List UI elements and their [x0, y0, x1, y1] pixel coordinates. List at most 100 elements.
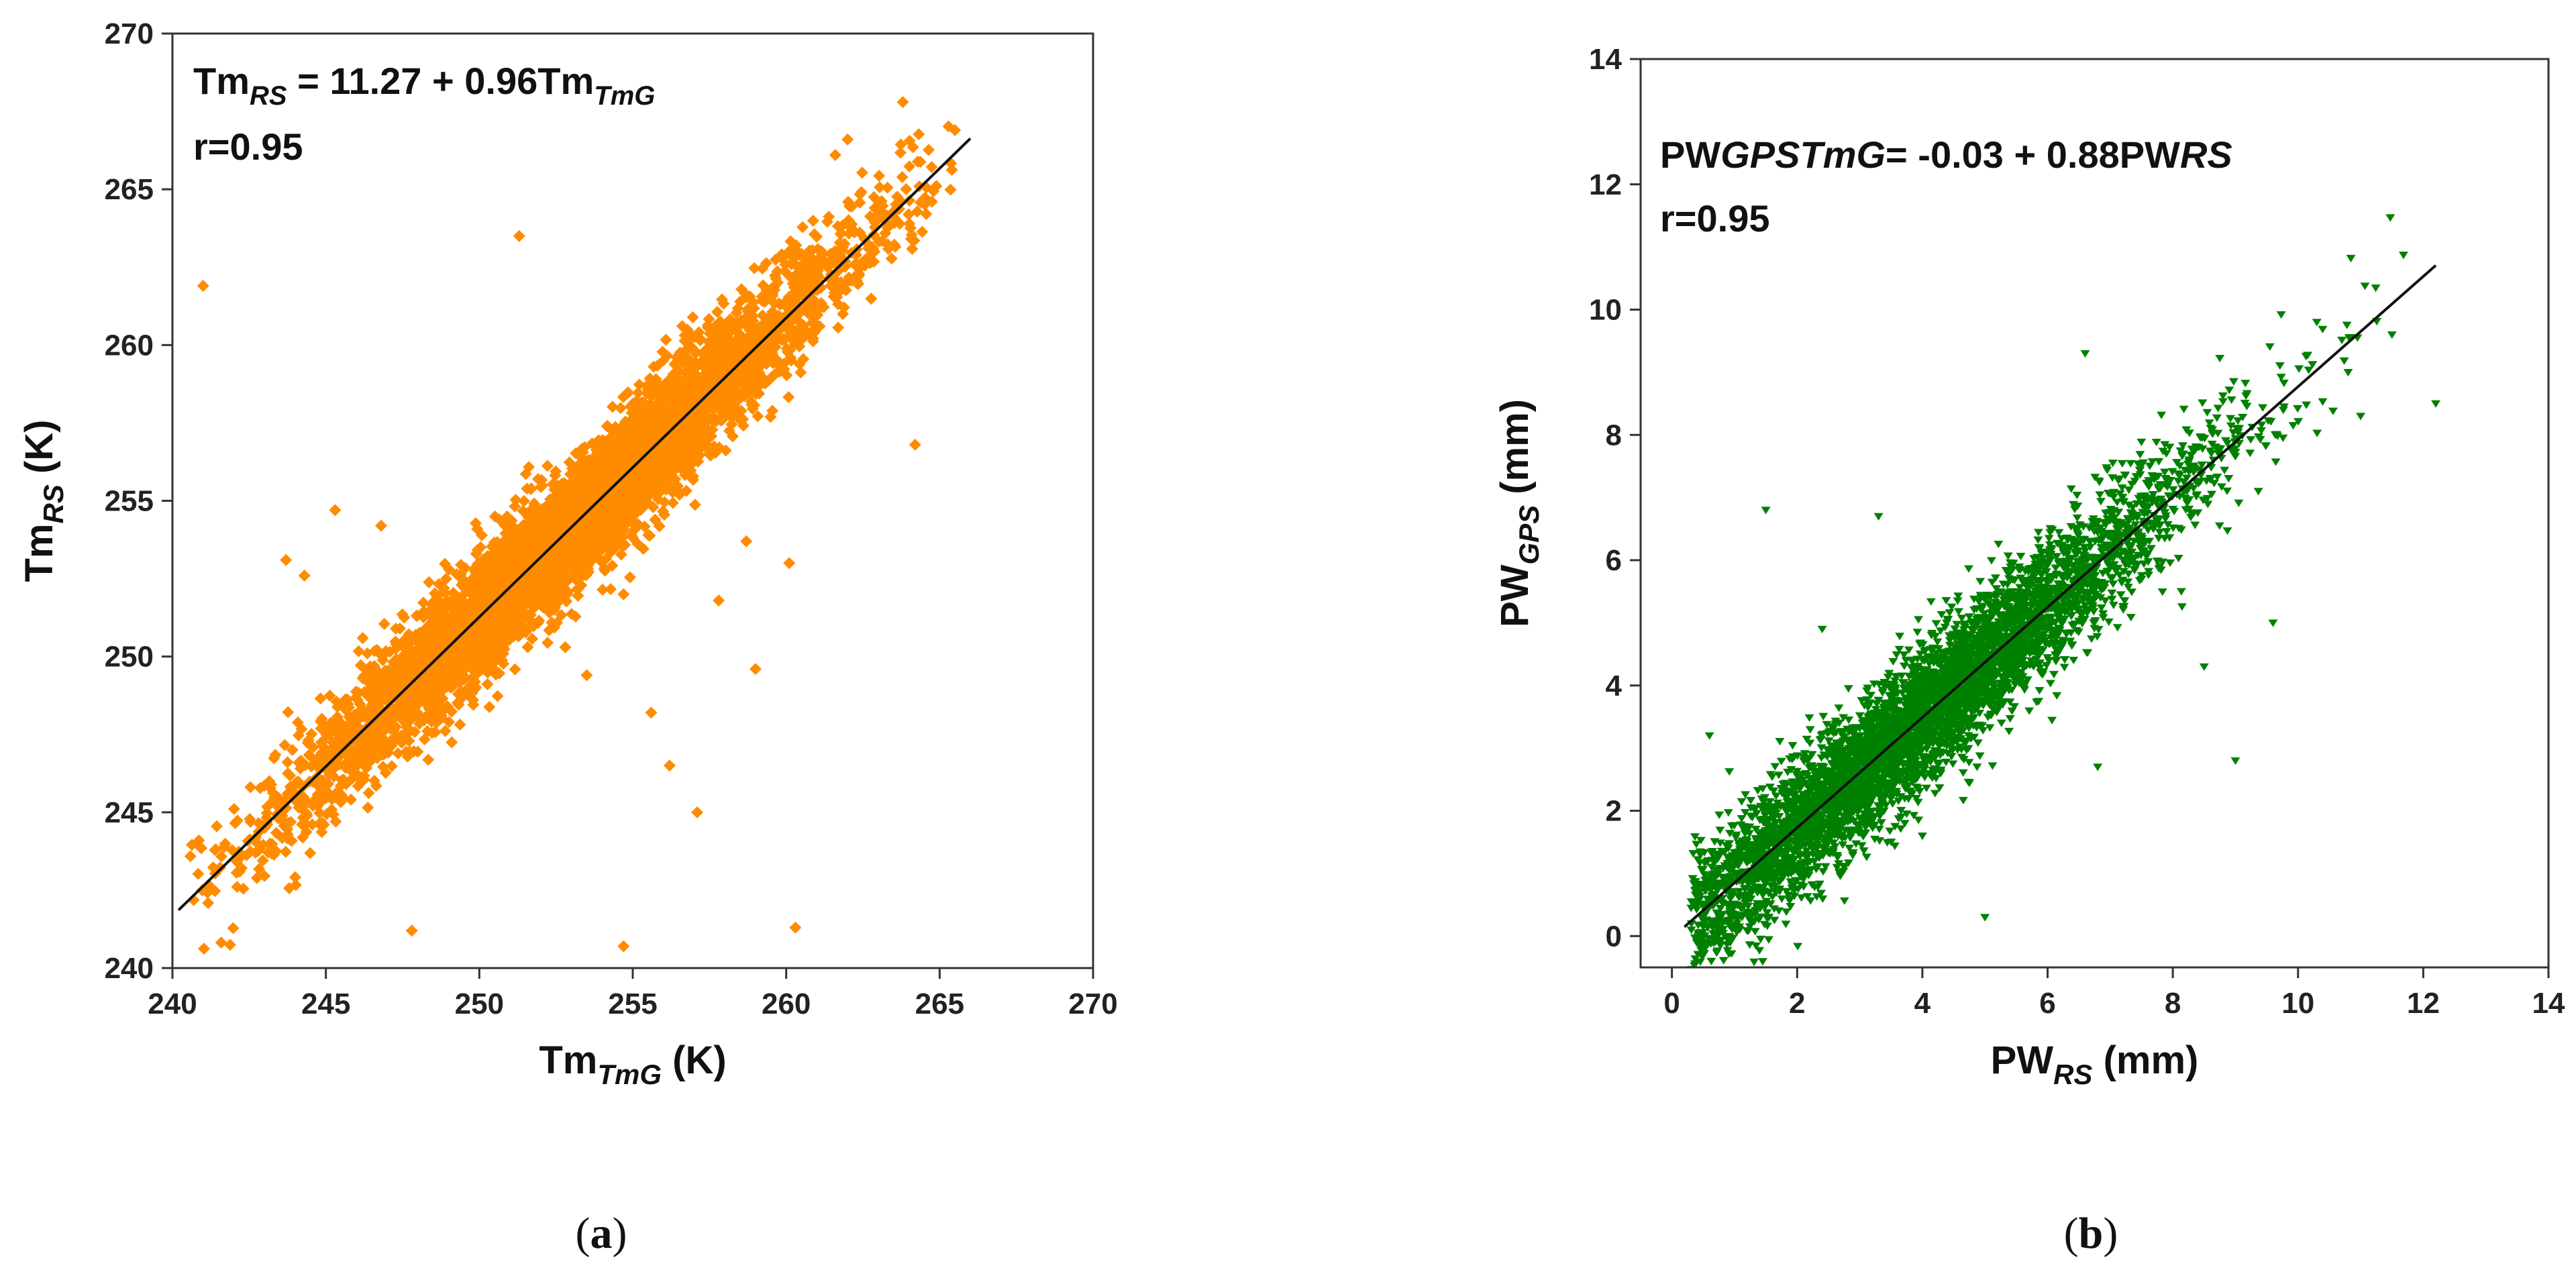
data-point	[256, 854, 269, 867]
data-point	[423, 576, 435, 588]
data-point	[281, 767, 294, 780]
data-point	[718, 360, 731, 373]
data-point	[769, 254, 782, 266]
data-point	[763, 320, 776, 333]
data-point	[289, 871, 301, 884]
data-point	[443, 563, 456, 576]
data-point	[807, 214, 819, 227]
data-point	[788, 252, 801, 264]
data-point	[692, 326, 705, 339]
data-point	[521, 641, 534, 653]
data-point	[748, 262, 761, 274]
data-point	[703, 400, 716, 413]
data-point	[428, 587, 441, 600]
data-point	[210, 820, 223, 833]
data-point	[323, 689, 336, 702]
data-point	[454, 685, 467, 698]
data-point	[631, 403, 643, 415]
data-point	[793, 340, 806, 353]
data-point	[715, 396, 728, 409]
data-point	[293, 801, 305, 814]
data-point	[631, 428, 644, 441]
data-point	[874, 181, 886, 194]
data-point	[711, 305, 723, 318]
data-point	[651, 360, 664, 372]
data-point	[681, 323, 694, 336]
data-point	[548, 521, 561, 534]
data-point	[437, 585, 450, 598]
data-point	[903, 195, 916, 207]
data-point	[658, 509, 671, 521]
data-point	[944, 183, 957, 196]
data-point	[572, 582, 584, 595]
data-point	[501, 510, 513, 523]
data-point	[687, 474, 700, 486]
data-point	[820, 256, 833, 269]
data-point	[666, 496, 679, 509]
data-point	[758, 351, 770, 364]
data-point	[475, 529, 488, 541]
data-point	[749, 370, 762, 382]
data-point	[837, 301, 850, 314]
data-point	[767, 357, 780, 370]
data-point	[900, 183, 913, 196]
data-point	[757, 279, 770, 292]
data-point	[462, 643, 474, 655]
data-point	[752, 410, 764, 423]
data-point	[811, 230, 823, 243]
data-point	[594, 514, 607, 527]
data-point	[461, 606, 474, 619]
data-point	[495, 540, 508, 553]
data-point	[608, 482, 621, 494]
data-point	[218, 841, 231, 853]
data-point	[666, 451, 679, 464]
data-point	[388, 667, 401, 680]
data-point	[454, 718, 466, 731]
data-point	[607, 425, 620, 437]
data-point	[253, 863, 266, 875]
data-point	[397, 714, 409, 727]
data-point	[291, 716, 304, 729]
data-point	[615, 548, 627, 561]
data-point	[313, 806, 326, 819]
data-point	[701, 319, 714, 332]
data-point	[184, 850, 197, 863]
data-point	[889, 240, 902, 253]
data-point	[525, 608, 537, 621]
data-point	[526, 633, 539, 645]
data-point	[352, 780, 364, 792]
data-point	[215, 850, 227, 863]
data-point	[686, 331, 699, 344]
data-point	[925, 195, 938, 208]
data-point	[404, 714, 417, 727]
data-point	[686, 311, 699, 323]
data-point	[441, 700, 454, 712]
data-point	[331, 710, 344, 723]
data-point	[748, 302, 760, 315]
data-point	[864, 210, 876, 223]
data-point	[646, 478, 658, 491]
data-point	[879, 227, 892, 239]
data-point	[638, 521, 651, 533]
data-point	[881, 181, 894, 194]
data-point	[286, 743, 299, 756]
data-point	[540, 504, 553, 517]
data-point	[842, 195, 855, 208]
data-point	[565, 608, 578, 621]
data-point	[891, 191, 904, 203]
data-point	[501, 566, 514, 579]
data-point	[213, 861, 226, 874]
data-point	[888, 217, 900, 229]
data-point	[285, 835, 298, 847]
data-point	[523, 529, 536, 542]
data-point	[244, 845, 257, 858]
chart-panel-a: 240 245 250 255 260 265 270 240245250255260265…	[17, 17, 1118, 1258]
data-point	[400, 745, 413, 758]
data-point	[660, 333, 672, 346]
data-point	[781, 345, 794, 358]
data-point	[913, 128, 925, 141]
data-point	[570, 447, 582, 460]
data-point	[868, 201, 881, 214]
data-point	[735, 283, 748, 296]
data-point	[651, 486, 664, 499]
